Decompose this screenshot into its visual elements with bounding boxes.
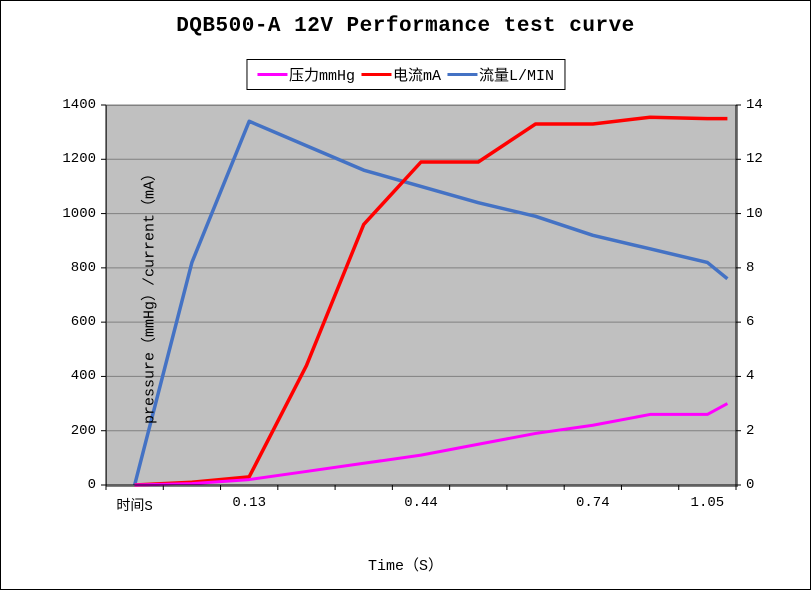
y-right-tick-label: 10 bbox=[746, 206, 763, 222]
x-tick-label: 0.74 bbox=[563, 495, 623, 511]
y-left-tick-label: 600 bbox=[71, 314, 96, 330]
plot-area bbox=[106, 105, 738, 487]
y-right-tick-label: 8 bbox=[746, 260, 754, 276]
y-left-tick-label: 200 bbox=[71, 423, 96, 439]
y-axis-left-label: pressure（mmHg）/current（mA） bbox=[138, 166, 159, 424]
legend-swatch-pressure bbox=[257, 73, 287, 76]
y-left-tick-label: 800 bbox=[71, 260, 96, 276]
legend-label-flow: 流量L/MIN bbox=[479, 64, 554, 85]
y-right-tick-label: 0 bbox=[746, 477, 754, 493]
x-axis-label: Time（S） bbox=[1, 554, 810, 575]
y-right-tick-label: 12 bbox=[746, 151, 763, 167]
y-left-tick-label: 400 bbox=[71, 368, 96, 384]
x-tick-label: 时间S bbox=[105, 495, 165, 515]
legend-item-pressure: 压力mmHg bbox=[257, 64, 355, 85]
y-right-tick-label: 14 bbox=[746, 97, 763, 113]
legend-label-pressure: 压力mmHg bbox=[289, 64, 355, 85]
chart-container: DQB500-A 12V Performance test curve 压力mm… bbox=[0, 0, 811, 590]
x-tick-label: 0.44 bbox=[391, 495, 451, 511]
legend-item-current: 电流mA bbox=[361, 64, 441, 85]
y-left-tick-label: 1000 bbox=[62, 206, 96, 222]
legend-item-flow: 流量L/MIN bbox=[447, 64, 554, 85]
y-right-tick-label: 6 bbox=[746, 314, 754, 330]
legend-swatch-current bbox=[361, 73, 391, 76]
y-right-tick-label: 2 bbox=[746, 423, 754, 439]
legend-label-current: 电流mA bbox=[393, 64, 441, 85]
x-tick-label: 0.13 bbox=[219, 495, 279, 511]
y-left-tick-label: 1400 bbox=[62, 97, 96, 113]
legend-swatch-flow bbox=[447, 73, 477, 76]
chart-title: DQB500-A 12V Performance test curve bbox=[1, 15, 810, 38]
y-left-tick-label: 1200 bbox=[62, 151, 96, 167]
legend: 压力mmHg 电流mA 流量L/MIN bbox=[246, 59, 565, 90]
y-right-tick-label: 4 bbox=[746, 368, 754, 384]
x-tick-label: 1.05 bbox=[677, 495, 737, 511]
y-left-tick-label: 0 bbox=[88, 477, 96, 493]
